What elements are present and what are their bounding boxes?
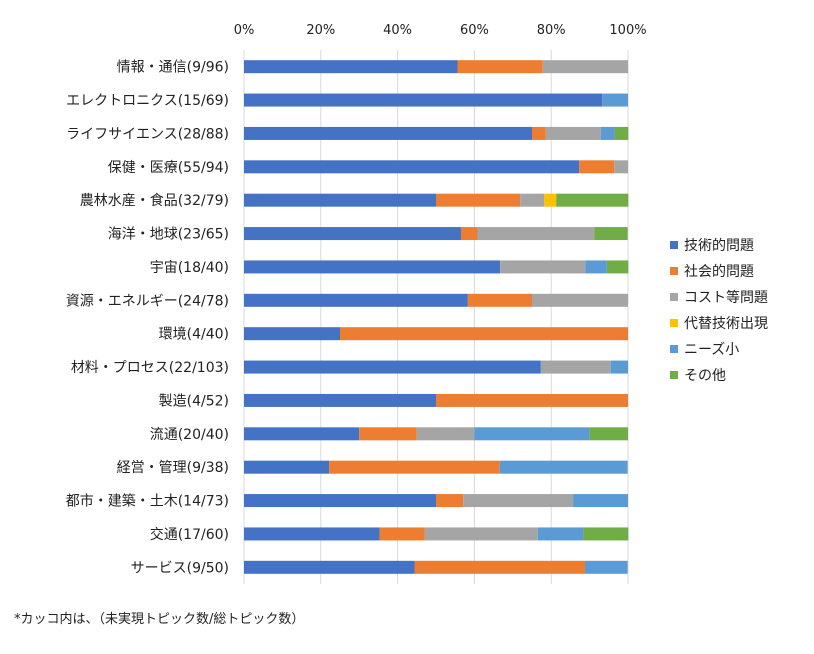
legend-swatch	[670, 293, 678, 301]
bar-segment	[467, 293, 532, 307]
bar-segment	[585, 260, 607, 274]
bar-segment	[340, 327, 628, 341]
x-axis-tick-labels: 0% 20% 40% 60% 80% 100%	[234, 23, 647, 38]
category-label: 交通(17/60)	[150, 526, 229, 543]
bar-segment	[542, 60, 628, 74]
bar-segment	[606, 260, 629, 274]
legend-label: コスト等問題	[684, 289, 768, 306]
x-tick-label: 40%	[383, 23, 412, 38]
bar-segment	[244, 293, 468, 307]
category-label: サービス(9/50)	[131, 560, 229, 576]
bar-segment	[329, 460, 500, 474]
category-label: ライフサイエンス(28/88)	[66, 126, 229, 142]
bar-segment	[583, 527, 629, 541]
bar-segment	[602, 93, 628, 107]
x-tick-label: 20%	[306, 23, 335, 38]
bar-segment	[540, 360, 611, 374]
bar-segment	[610, 360, 628, 374]
bar-segment	[460, 227, 478, 241]
bar-segment	[244, 93, 603, 107]
bar-segment	[556, 193, 629, 207]
bar-segment	[244, 427, 360, 441]
bar-segment	[244, 360, 541, 374]
bar-segment	[544, 193, 557, 207]
category-label: 都市・建築・土木(14/73)	[66, 493, 229, 510]
bar-segment	[244, 460, 330, 474]
bar-segment	[457, 60, 543, 74]
bar-segment	[244, 393, 436, 407]
bar-segment	[379, 527, 425, 541]
category-labels: 情報・通信(9/96) エレクトロニクス(15/69) ライフサイエンス(28/88…	[66, 60, 229, 577]
bar-segment	[244, 527, 380, 541]
category-label: 材料・プロセス(22/103)	[71, 360, 229, 376]
legend-swatch	[670, 319, 678, 327]
bar-segment	[537, 527, 584, 541]
bar-segment	[436, 393, 628, 407]
category-label: 流通(20/40)	[150, 427, 229, 443]
category-label: 資源・エネルギー(24/78)	[66, 293, 229, 309]
bar-segment	[532, 293, 628, 307]
bar-segment	[414, 560, 585, 574]
bar-segment	[474, 427, 590, 441]
category-label: 経営・管理(9/38)	[117, 460, 229, 476]
category-label: エレクトロニクス(15/69)	[66, 93, 229, 109]
category-label: 情報・通信(9/96)	[117, 60, 229, 76]
bar-segment	[545, 126, 601, 140]
bar-segment	[573, 494, 628, 508]
bar-segment	[499, 460, 628, 474]
footnote: *カッコ内は、（未実現トピック数/総トピック数）	[14, 612, 305, 627]
bar-segment	[500, 260, 586, 274]
bar-segment	[463, 494, 574, 508]
stacked-bar-chart: 0% 20% 40% 60% 80% 100% 情報・通信(9/96) エレクトロニクス(1…	[66, 23, 768, 584]
category-label: 製造(4/52)	[159, 393, 229, 409]
legend-swatch	[670, 267, 678, 275]
category-label: 海洋・地球(23/65)	[108, 227, 229, 243]
bar-segment	[436, 193, 521, 207]
bar-segment	[436, 494, 464, 508]
x-tick-label: 0%	[234, 23, 255, 38]
legend-swatch	[670, 371, 678, 379]
bar-segment	[424, 527, 538, 541]
bar-segment	[244, 193, 436, 207]
bar-segment	[244, 227, 461, 241]
x-tick-label: 100%	[609, 23, 646, 38]
category-label: 保健・医療(55/94)	[108, 159, 229, 176]
category-label: 宇宙(18/40)	[150, 260, 229, 276]
legend-swatch	[670, 241, 678, 249]
legend-swatch	[670, 345, 678, 353]
bar-segment	[520, 193, 545, 207]
legend-label: 代替技術出現	[684, 316, 768, 332]
bar-segment	[244, 560, 415, 574]
bar-segment	[244, 126, 532, 140]
x-tick-label: 60%	[460, 23, 489, 38]
category-label: 農林水産・食品(32/79)	[80, 192, 229, 209]
bar-segment	[589, 427, 628, 441]
bar-segment	[477, 227, 595, 241]
legend-label: 技術的問題	[684, 238, 754, 254]
x-tick-label: 80%	[537, 23, 566, 38]
legend-label: ニーズ小	[684, 342, 739, 358]
legend-label: その他	[684, 368, 726, 384]
bar-segment	[244, 327, 340, 341]
bar-segment	[614, 160, 628, 174]
bar-segment	[359, 427, 417, 441]
bars	[244, 60, 629, 574]
bar-segment	[594, 227, 628, 241]
bar-segment	[584, 560, 628, 574]
legend-label: 社会的問題	[684, 264, 754, 280]
bar-segment	[600, 126, 615, 140]
bar-segment	[244, 160, 580, 174]
bar-segment	[244, 494, 436, 508]
bar-segment	[579, 160, 615, 174]
bar-segment	[244, 60, 458, 74]
bar-segment	[614, 126, 629, 140]
bar-segment	[416, 427, 475, 441]
category-label: 環境(4/40)	[159, 327, 229, 343]
bar-segment	[244, 260, 501, 274]
bar-segment	[532, 126, 546, 140]
